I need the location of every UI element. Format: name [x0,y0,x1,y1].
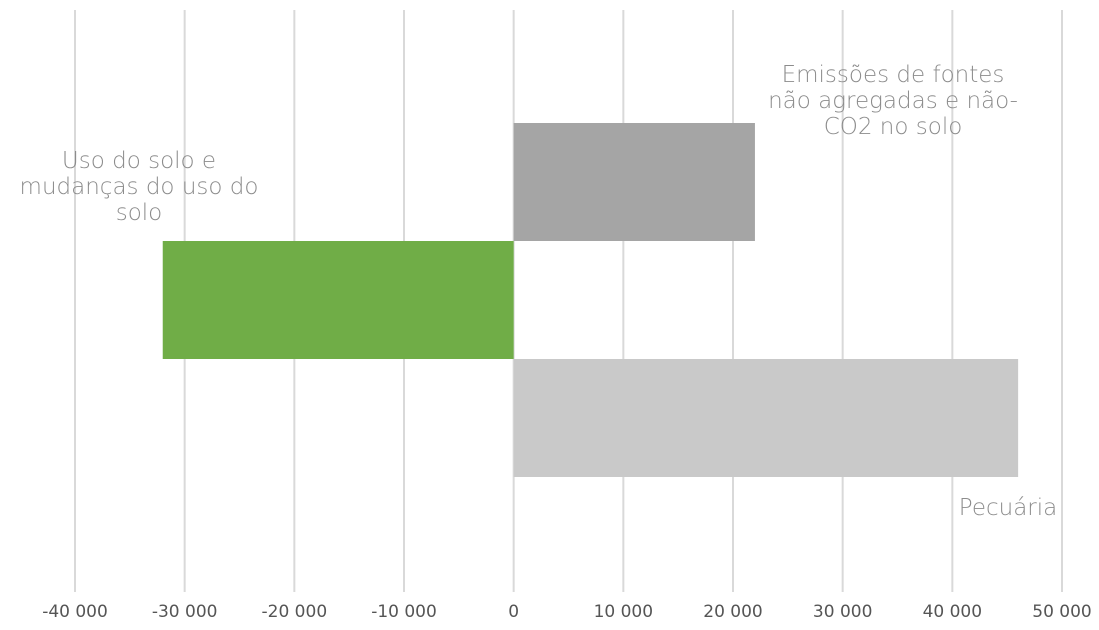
bar [513,123,755,241]
bar [162,241,514,359]
bar-category-label: Emissões de fontes não agregadas e não-CO… [768,62,1018,140]
x-tick-label: -40 000 [42,602,108,622]
bar-label-line: mudanças do uso do [20,174,259,200]
x-tick-label: 30 000 [813,602,872,622]
gridlines [74,10,1063,592]
x-tick-label: 50 000 [1032,602,1091,622]
bar-category-label: Uso do solo e mudanças do uso do solo [20,148,259,226]
bar-label-line: CO2 no solo [824,114,963,140]
bar-label-line: não agregadas e não- [768,88,1018,114]
x-tick-label: 10 000 [594,602,653,622]
x-tick-label: -10 000 [371,602,437,622]
x-tick-label: -20 000 [262,602,328,622]
bar-label-line: Emissões de fontes [782,62,1005,88]
bar-label-line: solo [116,200,163,226]
bar-category-label: Pecuária [959,495,1057,521]
x-tick-label: 0 [508,602,519,622]
x-tick-label: 20 000 [703,602,762,622]
x-axis-ticks: -40 000 -30 000 -20 000 -10 000 0 10 000 20 00… [42,602,1092,622]
bar-label-line: Uso do solo e [62,148,216,174]
bar-labels: Emissões de fontes não agregadas e não-CO… [20,62,1058,521]
bar-label-line: Pecuária [959,495,1057,521]
x-tick-label: 40 000 [923,602,982,622]
bars [162,123,1019,477]
bar [513,359,1019,477]
x-tick-label: -30 000 [152,602,218,622]
